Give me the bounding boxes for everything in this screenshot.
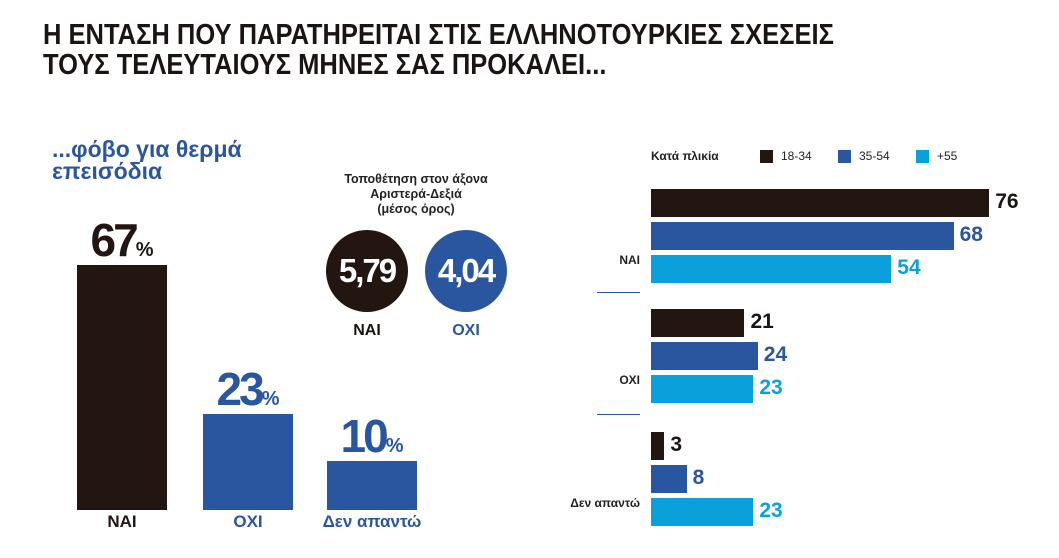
legend-label: +55 (937, 149, 958, 163)
separator (597, 292, 640, 293)
legend-item: 18-34 (760, 149, 812, 163)
hbar (651, 255, 892, 283)
percent-sign: % (135, 238, 154, 261)
hbar-value: 76 (995, 190, 1019, 213)
hbar-value: 68 (959, 223, 983, 246)
percent-sign: % (385, 435, 404, 458)
legend-swatch (760, 149, 773, 163)
hbar (651, 309, 745, 337)
hbar-value: 3 (670, 433, 683, 456)
axis-note-line: Αριστερά-Δεξιά (370, 187, 462, 201)
hbar (651, 342, 758, 370)
legend-item: +55 (916, 149, 957, 163)
axis-note-line: Τοποθέτηση στον άξονα (344, 172, 488, 186)
legend-item: 35-54 (838, 149, 890, 163)
circle-yes-label: ΝΑΙ (353, 322, 381, 339)
chart-title: Η ΕΝΤΑΣΗ ΠΟΥ ΠΑΡΑΤΗΡΕΙΤΑΙ ΣΤΙΣ ΕΛΛΗΝΟΤΟΥ… (43, 20, 834, 80)
hbar (651, 465, 687, 493)
group-label: Δεν απαντώ (570, 496, 640, 510)
left-chart-title: ...φόβο για θερμά επεισόδια (52, 136, 242, 184)
separator (597, 414, 640, 415)
hbar (651, 222, 954, 250)
hbar (651, 375, 754, 403)
hbar-value: 54 (897, 256, 921, 279)
value-label: 67% (90, 213, 154, 266)
value-label: 10% (340, 410, 404, 463)
bar-1 (203, 413, 293, 510)
hbar-value: 21 (750, 310, 774, 333)
hbar (651, 498, 754, 526)
hbar-value: 8 (692, 466, 705, 489)
category-label: ΝΑΙ (107, 512, 137, 531)
percent-sign: % (261, 387, 280, 410)
circle-no-label: ΟΧΙ (452, 322, 480, 339)
value-label: 23% (216, 362, 280, 415)
legend-label: 35-54 (859, 149, 890, 163)
legend-swatch (838, 149, 851, 163)
circle-no-value: 4,04 (425, 230, 507, 312)
circle-yes-value: 5,79 (326, 230, 408, 312)
title-line-2: ΤΟΥΣ ΤΕΛΕΥΤΑΙΟΥΣ ΜΗΝΕΣ ΣΑΣ ΠΡΟΚΑΛΕΙ... (43, 49, 607, 81)
bar-0 (77, 264, 167, 510)
hbar (651, 189, 990, 217)
legend-title: Κατά πλικία (651, 149, 719, 163)
hbar-value: 24 (763, 343, 788, 366)
category-label: ΟΧΙ (233, 512, 263, 531)
category-label: Δεν απαντώ (322, 512, 422, 531)
hbar-value: 23 (759, 499, 783, 522)
group-label: ΟΧΙ (619, 373, 640, 387)
hbar-value: 23 (759, 376, 783, 399)
axis-note-line: (μέσος όρος) (377, 202, 455, 216)
legend-label: 18-34 (781, 149, 812, 163)
group-label: ΝΑΙ (619, 253, 640, 267)
axis-note: Τοποθέτηση στον άξονα Αριστερά-Δεξιά (μέ… (316, 172, 516, 217)
hbar (651, 432, 665, 460)
legend-swatch (916, 149, 929, 163)
bar-2 (327, 461, 417, 510)
title-line-1: Η ΕΝΤΑΣΗ ΠΟΥ ΠΑΡΑΤΗΡΕΙΤΑΙ ΣΤΙΣ ΕΛΛΗΝΟΤΟΥ… (43, 19, 834, 51)
